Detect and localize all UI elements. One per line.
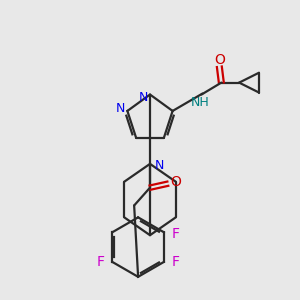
Text: N: N [155, 159, 165, 172]
Text: N: N [116, 103, 125, 116]
Text: O: O [170, 175, 181, 189]
Text: F: F [172, 255, 180, 269]
Text: N: N [138, 91, 148, 104]
Text: NH: NH [191, 96, 210, 109]
Text: F: F [172, 227, 180, 241]
Text: O: O [214, 53, 225, 67]
Text: F: F [97, 255, 104, 269]
